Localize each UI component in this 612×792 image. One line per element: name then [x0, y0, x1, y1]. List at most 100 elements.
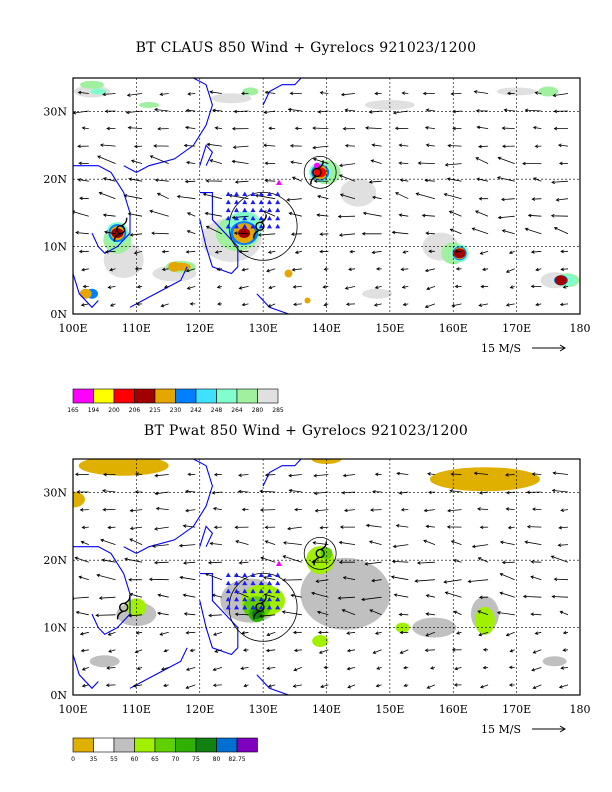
wind-arrow [509, 285, 515, 289]
colorbar: 0 35 55 60 65 70 75 80 82.75 [71, 737, 258, 763]
wind-arrow [135, 472, 143, 476]
wind-arrow [402, 250, 409, 254]
wind-arrow [234, 612, 249, 617]
wind-arrow [467, 579, 489, 584]
x-tick-label: 180 [570, 322, 591, 335]
wind-arrow [454, 666, 462, 671]
wind-arrow [240, 666, 249, 670]
triangle-marker-magenta [275, 179, 282, 186]
wind-arrow [209, 541, 222, 546]
wind-arrow [317, 194, 329, 200]
wind-arrow [267, 250, 276, 254]
wind-arrow [314, 508, 329, 513]
wind-arrow [241, 267, 249, 272]
wind-arrow [415, 192, 436, 200]
cloud-cluster-core [453, 248, 466, 259]
wind-arrow [76, 490, 89, 494]
wind-arrow [107, 631, 116, 636]
colorbar-swatch [154, 388, 176, 404]
wind-arrow [185, 250, 196, 254]
wind-arrow [259, 508, 276, 512]
wind-arrow [535, 267, 542, 272]
wind-arrow [560, 666, 569, 670]
wind-arrow [105, 683, 116, 687]
wind-arrow [182, 593, 196, 598]
wind-arrow [532, 649, 542, 654]
wind-arrow [449, 228, 462, 235]
wind-arrow [395, 524, 409, 528]
wind-arrow [344, 108, 356, 113]
wind-arrow [184, 179, 196, 184]
wind-arrow [151, 231, 169, 236]
wind-arrow [319, 91, 329, 95]
wind-arrow [185, 667, 196, 671]
wind-arrow [396, 471, 409, 476]
colorbar-swatch [113, 388, 135, 404]
wind-arrow [562, 630, 569, 635]
wind-arrow [531, 472, 542, 476]
wind-arrow [497, 156, 515, 164]
wind-arrow [313, 473, 329, 478]
wind-arrow [102, 177, 116, 182]
wind-arrow [316, 610, 329, 616]
wind-arrow [77, 144, 89, 149]
colorbar-swatch [72, 388, 94, 404]
wind-arrow [399, 649, 409, 654]
wind-arrow [342, 473, 356, 478]
wind-arrow [446, 525, 462, 529]
cloud-blob [364, 99, 415, 110]
wind-arrow [426, 286, 436, 291]
wind-arrow [185, 108, 196, 113]
colorbar-tick-label: 80 [213, 756, 221, 763]
wind-arrow [559, 302, 569, 307]
wind-arrow [163, 648, 169, 653]
wind-arrow [508, 665, 515, 670]
wind-arrow [101, 558, 116, 563]
pwat-blob [300, 557, 391, 630]
colorbar-swatch [195, 737, 217, 753]
wind-arrow [126, 93, 143, 97]
pwat-blob [78, 459, 169, 476]
typhoon-icon [253, 595, 267, 620]
pwat-blob [311, 459, 342, 464]
wind-arrow [500, 197, 515, 202]
wind-arrow [291, 267, 302, 272]
wind-arrow [447, 143, 462, 148]
wind-arrow [264, 540, 276, 545]
wind-arrow [319, 525, 329, 530]
wind-arrow [478, 303, 489, 307]
wind-arrow [317, 630, 329, 635]
triangle-marker [225, 604, 231, 610]
gyre-circle [303, 537, 337, 570]
wind-arrow [234, 180, 249, 184]
wind-arrow [263, 110, 276, 114]
wind-arrow [294, 250, 302, 254]
wind-arrow [450, 472, 462, 476]
wind-arrow [508, 683, 515, 687]
wind-arrow [132, 684, 143, 688]
wind-arrow [243, 683, 249, 688]
wind-arrow [550, 214, 569, 218]
wind-arrow [241, 507, 249, 512]
colorbar-swatch [175, 388, 197, 404]
wind-arrow [340, 92, 356, 97]
x-tick-label: 170E [502, 703, 531, 716]
wind-arrow [368, 180, 382, 184]
wind-arrow [323, 267, 329, 271]
wind-arrow [319, 232, 329, 236]
wind-arrow [534, 631, 542, 635]
wind-arrow [398, 161, 409, 165]
wind-arrow [209, 90, 222, 94]
wind-arrow [80, 648, 89, 653]
wind-arrow [231, 126, 249, 131]
wind-arrow [368, 540, 382, 545]
colorbar-swatch [216, 388, 238, 404]
wind-arrow [157, 611, 169, 616]
wind-arrow [82, 284, 89, 289]
wind-arrow [361, 232, 382, 236]
wind-arrow [204, 572, 223, 581]
wind-arrow [159, 631, 169, 636]
wind-arrow [109, 303, 116, 307]
triangle-marker [258, 596, 264, 602]
wind-arrow [482, 665, 489, 670]
